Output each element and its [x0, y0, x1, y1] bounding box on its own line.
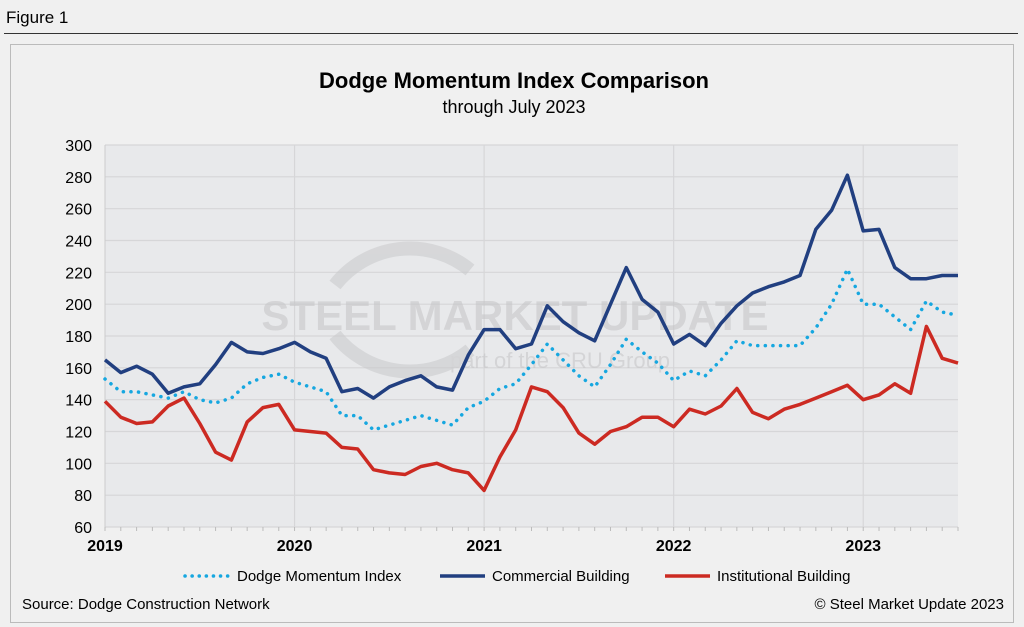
watermark-arc: [329, 241, 475, 290]
y-tick-label: 280: [65, 170, 92, 187]
x-tick-label: 2021: [466, 538, 502, 555]
y-tick-label: 300: [65, 138, 92, 155]
x-tick-label: 2020: [277, 538, 313, 555]
x-tick-label: 2023: [845, 538, 881, 555]
gridlines: [104, 144, 959, 531]
y-tick-label: 160: [65, 361, 92, 378]
legend-label-commercial: Commercial Building: [492, 568, 630, 585]
chart-subtitle: through July 2023: [442, 97, 585, 117]
y-tick-label: 260: [65, 202, 92, 219]
legend-label-dmi: Dodge Momentum Index: [237, 568, 402, 585]
copyright-note: © Steel Market Update 2023: [815, 596, 1005, 613]
y-tick-label: 100: [65, 456, 92, 473]
y-tick-label: 180: [65, 329, 92, 346]
source-note: Source: Dodge Construction Network: [22, 596, 270, 613]
watermark-text: STEEL MARKET UPDATE: [261, 292, 768, 339]
legend: Dodge Momentum Index Commercial Building…: [183, 568, 850, 585]
x-tick-label: 2022: [656, 538, 692, 555]
series-line-institutional: [103, 324, 959, 493]
series-line-commercial: [103, 173, 958, 400]
watermark: STEEL MARKET UPDATE part of the CRU Grou…: [261, 241, 769, 379]
figure-label: Figure 1: [6, 8, 69, 27]
y-tick-label: 80: [74, 488, 92, 505]
y-tick-label: 220: [65, 265, 92, 282]
chart-title: Dodge Momentum Index Comparison: [319, 68, 709, 93]
y-tick-label: 60: [74, 520, 92, 537]
legend-label-institutional: Institutional Building: [717, 568, 850, 585]
x-tick-label: 2019: [87, 538, 123, 555]
y-tick-label: 240: [65, 234, 92, 251]
y-tick-label: 200: [65, 297, 92, 314]
y-tick-label: 120: [65, 425, 92, 442]
y-tick-label: 140: [65, 393, 92, 410]
figure-divider: [4, 33, 1018, 34]
watermark-subtext: part of the CRU Group: [450, 348, 670, 373]
watermark-arc-lower: [329, 330, 475, 379]
